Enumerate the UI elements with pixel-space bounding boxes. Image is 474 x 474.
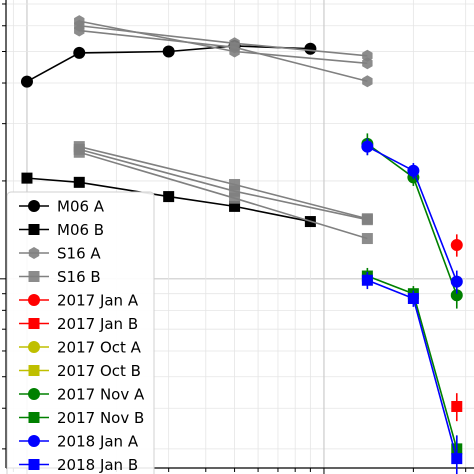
legend-item: 2018 Jan A [19,433,139,451]
legend-label: 2017 Jan B [57,315,138,333]
legend: M06 A M06 B S16 A S16 B 2017 Jan A 2017 Jan B… [6,191,155,474]
series-2018-jan-a [361,138,463,294]
legend-box [6,191,155,474]
legend-marker [28,459,40,470]
data-point [450,239,463,252]
data-point [304,42,317,55]
legend-item: S16 B [19,268,101,286]
data-point [229,200,241,212]
data-point [73,46,86,59]
data-point [450,289,463,302]
data-point [362,49,373,62]
data-point [73,146,85,158]
data-point [361,233,373,245]
legend-marker [28,435,40,447]
data-point [361,140,374,153]
legend-label: 2018 Jan A [57,433,139,451]
legend-label: M06 A [57,198,105,216]
series-s16-a [74,24,373,88]
series-s16-b [73,146,373,245]
legend-item: M06 B [19,221,104,239]
data-point [162,45,175,58]
series-2017-jan-a [450,234,463,257]
legend-marker [28,224,40,235]
legend-label: 2018 Jan B [57,456,138,474]
legend-marker [28,318,40,329]
series-2017-jan-b [451,393,463,422]
legend-marker [28,388,40,400]
data-point [73,176,85,188]
data-point [20,75,33,88]
legend-marker [28,200,40,212]
legend-label: 2017 Jan A [57,292,139,310]
legend-item: 2017 Jan A [19,292,139,310]
data-point [163,191,175,203]
legend-marker [28,365,40,376]
series [20,15,463,474]
legend-marker [28,271,40,282]
series-2017-nov-a [361,133,463,309]
legend-item: 2017 Nov A [19,386,145,404]
legend-label: S16 A [57,245,101,263]
legend-label: 2017 Oct B [57,362,141,380]
legend-marker [28,412,40,423]
legend-item: 2018 Jan B [19,456,138,474]
legend-label: S16 B [57,268,101,286]
data-point [450,275,463,288]
data-point [407,292,419,304]
legend-label: 2017 Nov A [57,386,145,404]
legend-label: 2017 Nov B [57,409,144,427]
series-line [367,279,458,459]
data-point [229,178,241,190]
data-point [361,214,373,226]
legend-item: M06 A [19,198,105,216]
data-point [362,75,373,88]
legend-label: 2017 Oct A [57,339,142,357]
data-point [229,41,240,54]
data-point [361,274,373,286]
legend-item: 2017 Oct B [19,362,141,380]
series-2018-jan-b [361,271,463,474]
legend-item: 2017 Nov B [19,409,144,427]
data-point [74,24,85,37]
legend-marker [28,294,40,306]
data-point [451,400,463,412]
data-point [229,192,241,204]
legend-item: 2017 Jan B [19,315,138,333]
legend-label: M06 B [57,221,104,239]
data-point [229,185,241,197]
legend-marker [28,247,40,259]
data-point [451,453,463,465]
legend-marker [28,341,40,353]
data-point [21,172,33,184]
data-point [407,164,420,177]
legend-item: S16 A [19,245,101,263]
legend-item: 2017 Oct A [19,339,142,357]
